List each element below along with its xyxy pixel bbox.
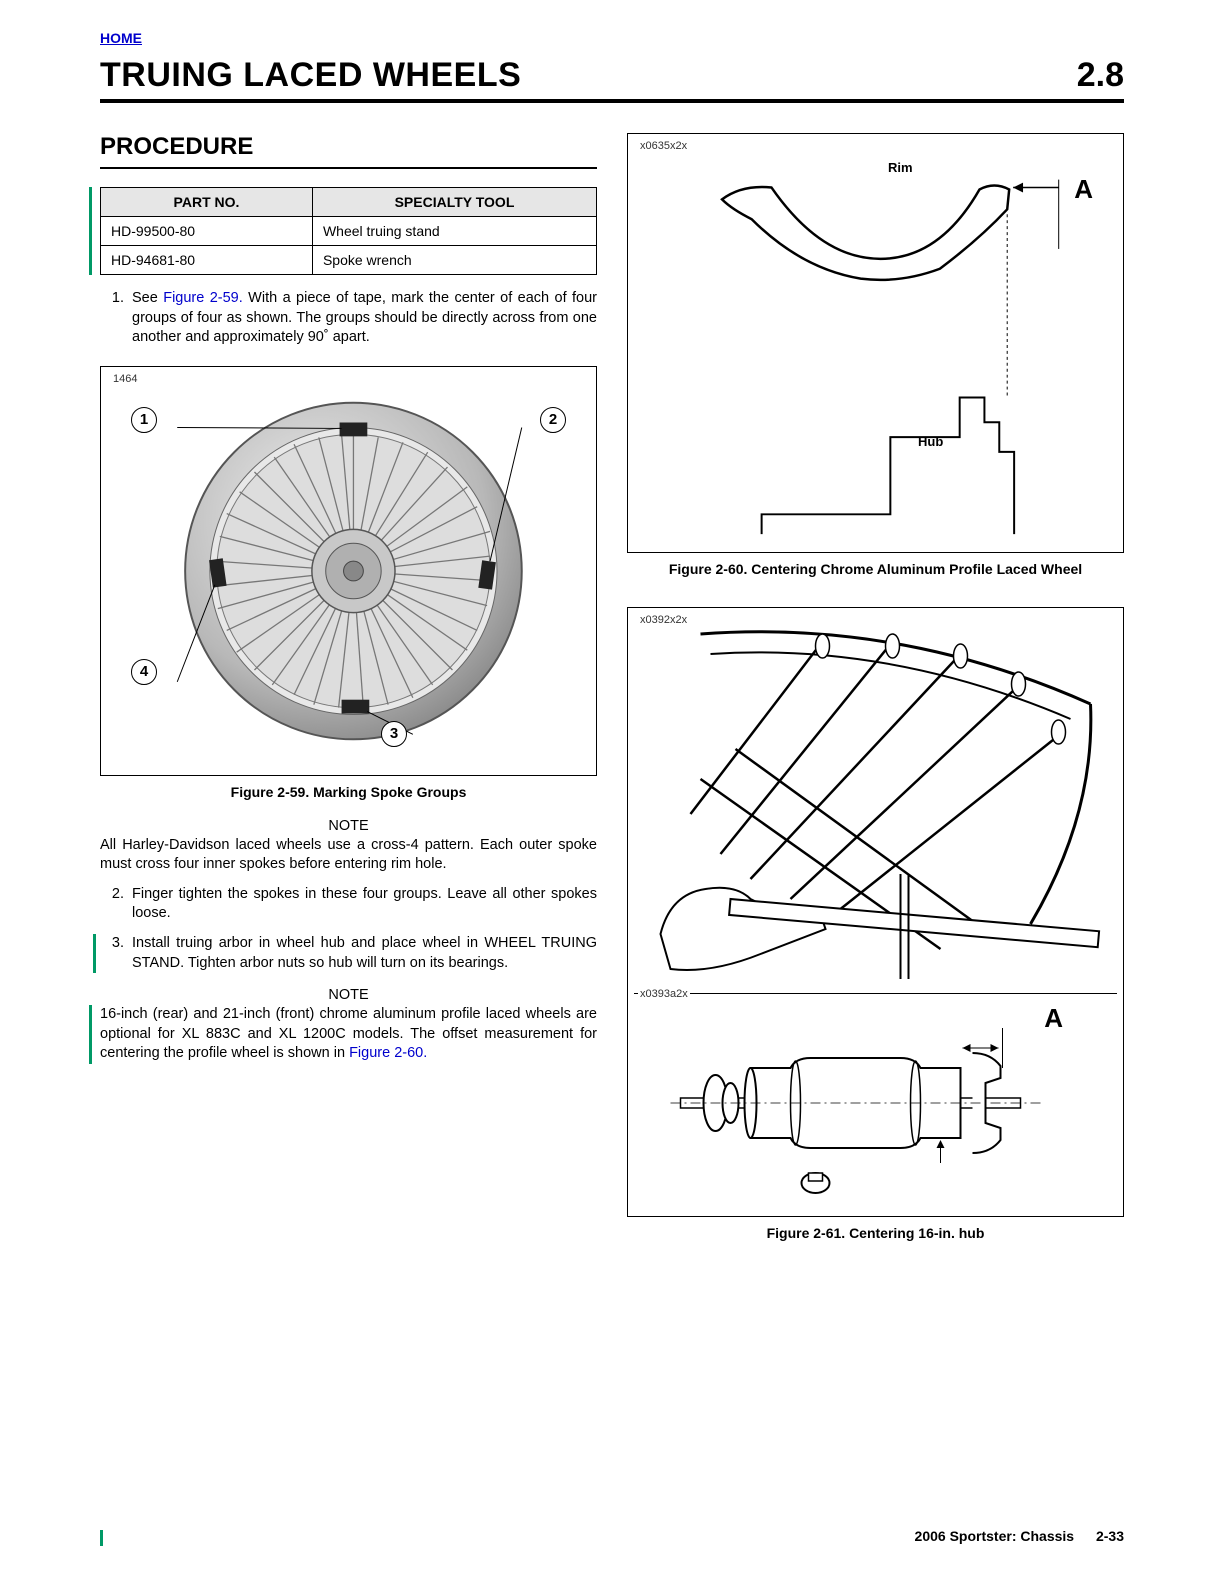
steps-list-1: See Figure 2-59. With a piece of tape, m…	[100, 289, 597, 348]
callout-1: 1	[131, 407, 157, 433]
th-partno: PART NO.	[101, 188, 313, 217]
cell-partno: HD-94681-80	[101, 246, 313, 275]
th-tool: SPECIALTY TOOL	[312, 188, 596, 217]
title-row: TRUING LACED WHEELS 2.8	[100, 56, 1124, 103]
figure-61-svg-top	[634, 614, 1117, 984]
footer-page: 2-33	[1096, 1528, 1124, 1544]
figure-link-60[interactable]: Figure 2-60.	[349, 1045, 427, 1061]
step-2: Finger tighten the spokes in these four …	[128, 885, 597, 924]
table-row: HD-99500-80 Wheel truing stand	[101, 217, 597, 246]
figure-59-id: 1464	[111, 373, 139, 385]
footer: 2006 Sportster: Chassis 2-33	[915, 1528, 1124, 1544]
section-number: 2.8	[1077, 56, 1124, 95]
figure-61-caption: Figure 2-61. Centering 16-in. hub	[627, 1225, 1124, 1241]
footer-book: 2006 Sportster: Chassis	[915, 1528, 1075, 1544]
steps-list-2: Finger tighten the spokes in these four …	[100, 885, 597, 973]
step-3: Install truing arbor in wheel hub and pl…	[128, 934, 597, 973]
hub-label: Hub	[918, 434, 943, 449]
note2-label: NOTE	[100, 987, 597, 1003]
rim-label: Rim	[888, 160, 913, 175]
a-label-61: A	[1044, 1003, 1063, 1034]
left-column: PROCEDURE PART NO. SPECIALTY TOOL HD-995…	[100, 133, 597, 1259]
footer-change-bar	[100, 1530, 103, 1546]
figure-60-id: x0635x2x	[638, 140, 689, 152]
figure-61-id-bottom: x0393a2x	[638, 988, 690, 1000]
figure-59-svg	[107, 373, 590, 769]
figure-59-box: 1464	[100, 366, 597, 776]
figure-61-id-top: x0392x2x	[638, 614, 689, 626]
note2-wrapper: 16-inch (rear) and 21-inch (front) chrom…	[89, 1005, 597, 1064]
step-3-text: Install truing arbor in wheel hub and pl…	[132, 935, 597, 971]
a-label-60: A	[1074, 174, 1093, 205]
callout-2: 2	[540, 407, 566, 433]
right-column: x0635x2x Rim Hub A	[627, 133, 1124, 1259]
callout-4: 4	[131, 659, 157, 685]
cell-tool: Wheel truing stand	[312, 217, 596, 246]
note2-body: 16-inch (rear) and 21-inch (front) chrom…	[100, 1005, 597, 1064]
home-link[interactable]: HOME	[100, 30, 142, 46]
figure-60-box: x0635x2x Rim Hub A	[627, 133, 1124, 553]
note1-body: All Harley-Davidson laced wheels use a c…	[100, 836, 597, 875]
note1-label: NOTE	[100, 818, 597, 834]
callout-3: 3	[381, 721, 407, 747]
main-title: TRUING LACED WHEELS	[100, 56, 521, 95]
table-row: HD-94681-80 Spoke wrench	[101, 246, 597, 275]
cell-tool: Spoke wrench	[312, 246, 596, 275]
figure-59-caption: Figure 2-59. Marking Spoke Groups	[100, 784, 597, 800]
step-1: See Figure 2-59. With a piece of tape, m…	[128, 289, 597, 348]
tool-table-wrapper: PART NO. SPECIALTY TOOL HD-99500-80 Whee…	[89, 187, 597, 275]
figure-61-box: x0392x2x	[627, 607, 1124, 1217]
step1-pre: See	[132, 290, 163, 306]
procedure-heading: PROCEDURE	[100, 133, 597, 169]
tool-table: PART NO. SPECIALTY TOOL HD-99500-80 Whee…	[100, 187, 597, 275]
figure-60-svg	[634, 140, 1117, 546]
cell-partno: HD-99500-80	[101, 217, 313, 246]
figure-60-caption: Figure 2-60. Centering Chrome Aluminum P…	[627, 561, 1124, 577]
figure-61-divider	[634, 993, 1117, 994]
figure-link-59[interactable]: Figure 2-59.	[163, 290, 243, 306]
